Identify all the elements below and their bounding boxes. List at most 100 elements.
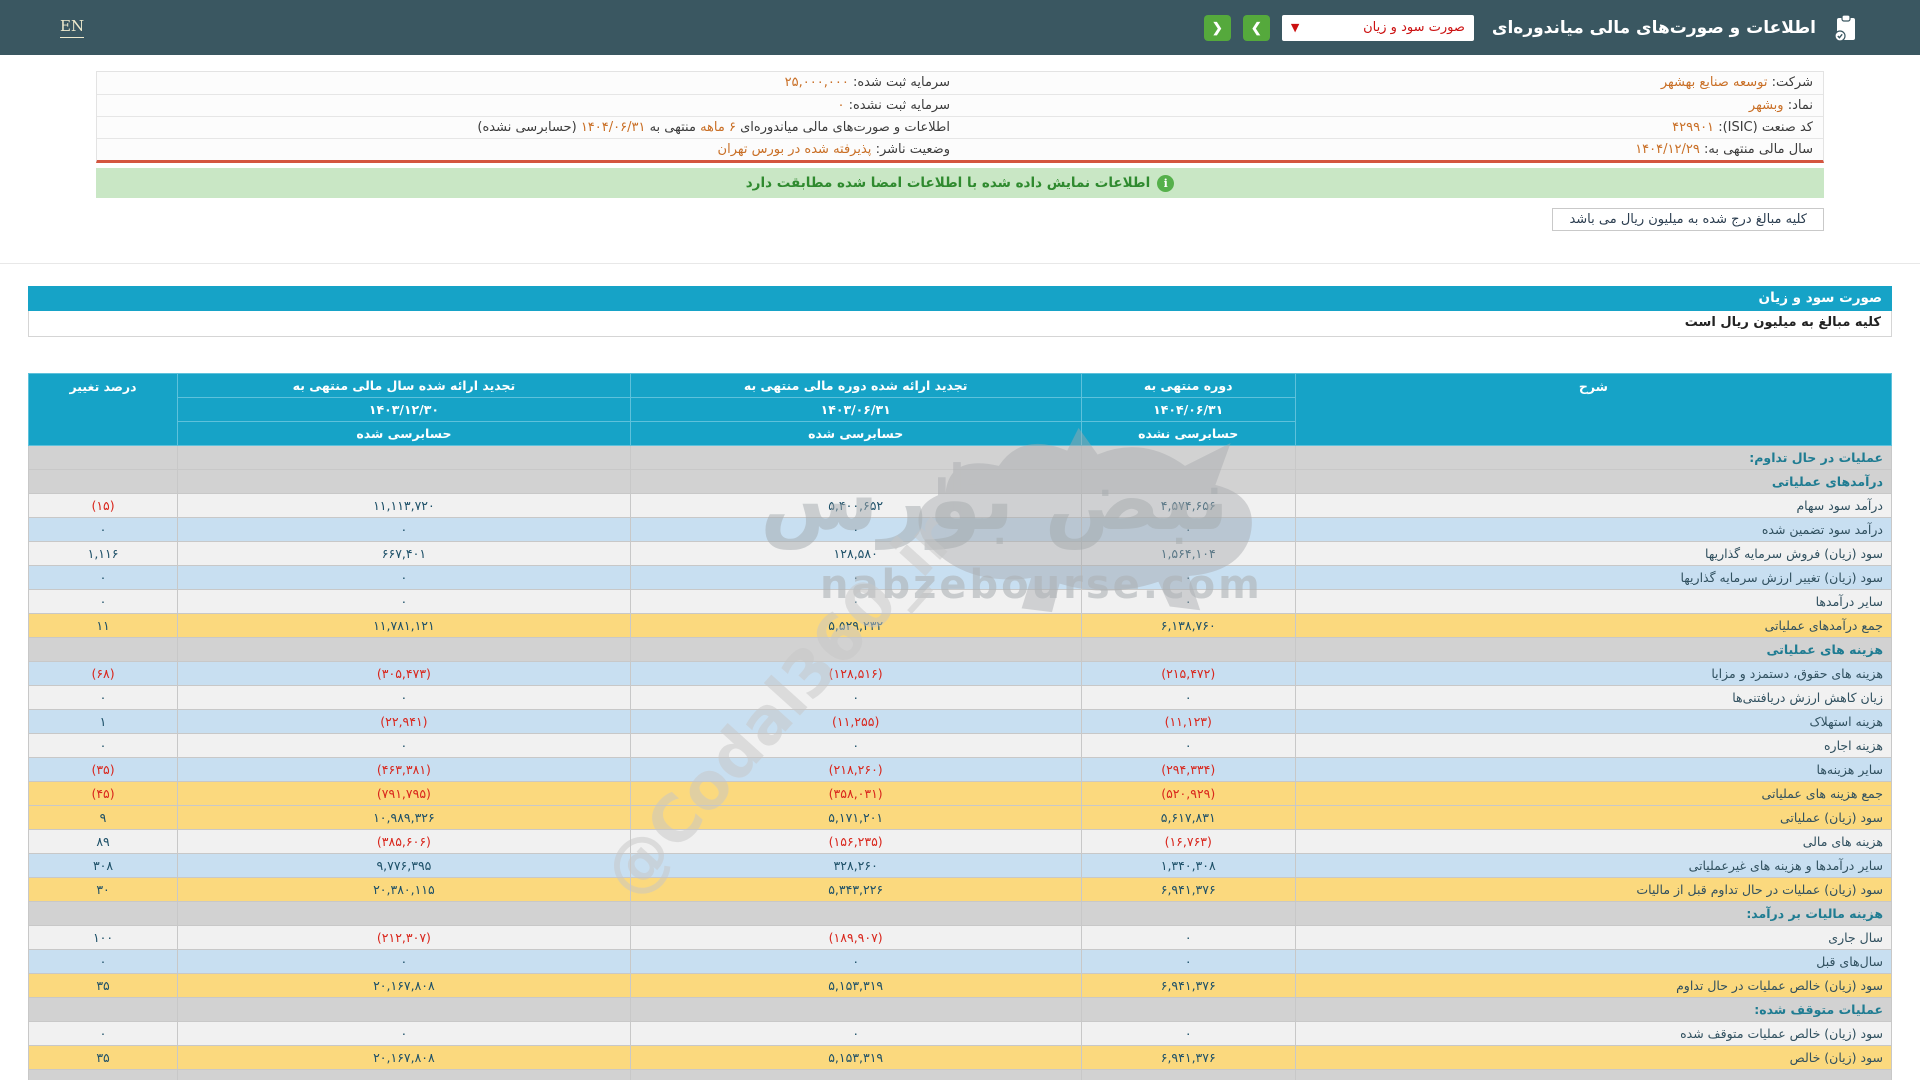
row-value: ۲۰,۳۸۰,۱۱۵: [177, 877, 631, 902]
isic-label: کد صنعت (ISIC):: [1718, 119, 1813, 135]
row-value: ۰: [629, 517, 1082, 542]
row-label: [1294, 1069, 1893, 1080]
row-value: ۰: [27, 733, 179, 758]
statement-select[interactable]: صورت سود و زیان ▼: [1281, 14, 1474, 41]
col-date-year-restated: ۱۴۰۳/۱۲/۳۰: [177, 397, 631, 422]
row-value: [27, 469, 179, 494]
info-icon: i: [1157, 174, 1175, 192]
table-row: سایر درآمدها و هزینه های غیرعملیاتی ۱,۳۴۰…: [27, 853, 1893, 878]
row-label: درآمدهای عملیاتی: [1294, 469, 1893, 494]
row-value: (۲۱۸,۲۶۰): [629, 757, 1082, 782]
row-value: (۴۵): [27, 781, 179, 806]
company-info-table: شرکت: توسعه صنایع بهشهر سرمایه ثبت شده: …: [97, 72, 1823, 160]
row-label: سود (زیان) عملیاتی: [1294, 805, 1893, 830]
fiscal-year-value: ۱۴۰۴/۱۲/۲۹: [1635, 141, 1700, 157]
col-date-period-current: ۱۴۰۴/۰۶/۳۱: [1080, 397, 1296, 422]
row-value: [629, 1069, 1082, 1080]
top-bar-right-group: اطلاعات و صورت‌های مالی میاندوره‌ای صورت…: [1203, 13, 1858, 42]
col-audit-year-restated: حسابرسی شده: [177, 421, 631, 446]
row-value: [27, 445, 179, 470]
row-label: هزینه های حقوق، دستمزد و مزایا: [1294, 661, 1893, 686]
row-value: ۰: [1080, 1021, 1296, 1046]
col-header-description: شرح: [1294, 373, 1893, 446]
row-value: ۵,۳۴۳,۲۲۶: [629, 877, 1082, 902]
issuer-status-cell: وضعیت ناشر: پذیرفته شده در بورس تهران: [97, 138, 960, 160]
row-value: ۰: [1080, 733, 1296, 758]
row-value: ۴,۵۷۴,۶۵۶: [1080, 493, 1296, 518]
col-header-percent-change: درصد تغییر: [27, 373, 179, 446]
row-value: (۳۰۵,۴۷۳): [177, 661, 631, 686]
row-value: ۰: [177, 1021, 631, 1046]
row-value: ۰: [27, 685, 179, 710]
row-value: [177, 1069, 631, 1080]
row-value: ۳۲۸,۲۶۰: [629, 853, 1082, 878]
table-row: سود (زیان) عملیات در حال تداوم قبل از ما…: [27, 877, 1893, 902]
row-label: درآمد سود تضمین شده: [1294, 517, 1893, 542]
table-row: جمع درآمدهای عملیاتی ۶,۱۳۸,۷۶۰ ۵,۵۲۹,۲۳۲ ۱۱…: [27, 613, 1893, 638]
row-label: عملیات در حال تداوم:: [1294, 445, 1893, 470]
statement-units-bar: کلیه مبالغ به میلیون ریال است: [28, 311, 1892, 337]
company-info-panel: شرکت: توسعه صنایع بهشهر سرمایه ثبت شده: …: [96, 71, 1824, 163]
table-row: سود (زیان) خالص ۶,۹۴۱,۳۷۶ ۵,۱۵۳,۳۱۹ ۲۰,۱۶۷,…: [27, 1045, 1893, 1070]
row-value: ۰: [177, 733, 631, 758]
row-value: ۳۰۸: [27, 853, 179, 878]
statement-table-head: شرح دوره منتهی به تجدید ارائه شده دوره م…: [27, 373, 1893, 446]
symbol-cell: نماد: وبشهر: [960, 94, 1823, 117]
row-label: هزینه اجاره: [1294, 733, 1893, 758]
row-value: [27, 637, 179, 662]
statement-select-value: صورت سود و زیان: [1363, 20, 1465, 35]
row-label: هزینه های عملیاتی: [1294, 637, 1893, 662]
col-header-year-restated: تجدید ارائه شده سال مالی منتهی به: [177, 373, 631, 398]
row-label: سود (زیان) عملیات در حال تداوم قبل از ما…: [1294, 877, 1893, 902]
row-value: ۵,۱۵۳,۳۱۹: [629, 1045, 1082, 1070]
row-value: [1080, 1069, 1296, 1080]
language-toggle-en[interactable]: EN: [60, 17, 85, 38]
row-value: ۰: [1080, 589, 1296, 614]
table-row: جمع هزینه های عملیاتی (۵۲۰,۹۲۹) (۳۵۸,۰۳۱)(…: [27, 781, 1893, 806]
row-value: [177, 637, 631, 662]
row-value: (۵۲۰,۹۲۹): [1080, 781, 1296, 806]
row-value: (۷۹۱,۷۹۵): [177, 781, 631, 806]
table-row: سود (زیان) فروش سرمایه گذاریها ۱,۵۶۴,۱۰۴ ۱…: [27, 541, 1893, 566]
row-value: [629, 469, 1082, 494]
row-value: [177, 445, 631, 470]
next-statement-button[interactable]: ❯: [1242, 14, 1270, 41]
row-value: ۰: [629, 589, 1082, 614]
col-date-period-restated: ۱۴۰۳/۰۶/۳۱: [629, 397, 1082, 422]
row-label: سایر درآمدها: [1294, 589, 1893, 614]
statement-title-bar: صورت سود و زیان: [28, 286, 1892, 311]
row-value: [629, 901, 1082, 926]
row-label: زیان کاهش ارزش دریافتنی‌ها: [1294, 685, 1893, 710]
row-value: ۵,۱۵۳,۳۱۹: [629, 973, 1082, 998]
col-header-period-current: دوره منتهی به: [1080, 373, 1296, 398]
row-value: ۰: [629, 565, 1082, 590]
row-label: سود (زیان) خالص: [1294, 1045, 1893, 1070]
row-value: ۵,۱۷۱,۲۰۱: [629, 805, 1082, 830]
registered-capital-label: سرمایه ثبت شده:: [852, 75, 950, 91]
section-row: هزینه مالیات بر درآمد:: [27, 901, 1893, 926]
row-value: ۶,۹۴۱,۳۷۶: [1080, 973, 1296, 998]
row-value: ۰: [177, 517, 631, 542]
row-value: ۳۰: [27, 877, 179, 902]
table-row: سود (زیان) عملیاتی ۵,۶۱۷,۸۳۱ ۵,۱۷۱,۲۰۱ ۱۰,۹…: [27, 805, 1893, 830]
prev-statement-button[interactable]: ❮: [1203, 14, 1231, 41]
row-value: ۹: [27, 805, 179, 830]
unregistered-capital-cell: سرمایه ثبت نشده: ۰: [97, 94, 960, 117]
row-value: [629, 445, 1082, 470]
row-value: [27, 1069, 179, 1080]
col-audit-period-current: حسابرسی نشده: [1080, 421, 1296, 446]
row-value: ۰: [1080, 565, 1296, 590]
row-value: ۵,۵۲۹,۲۳۲: [629, 613, 1082, 638]
table-row: سال‌های قبل ۰ ۰ ۰ ۰: [27, 949, 1893, 974]
section-row: درآمدهای عملیاتی: [27, 469, 1893, 494]
row-value: (۱۸۹,۹۰۷): [629, 925, 1082, 950]
company-value: توسعه صنایع بهشهر: [1660, 75, 1768, 91]
row-label: سایر هزینه‌ها: [1294, 757, 1893, 782]
row-value: (۲۱۲,۳۰۷): [177, 925, 631, 950]
fiscal-year-cell: سال مالی منتهی به: ۱۴۰۴/۱۲/۲۹: [960, 138, 1823, 160]
row-value: ۰: [1080, 949, 1296, 974]
report-period-months: ۶ ماهه: [700, 119, 736, 135]
row-value: [177, 997, 631, 1022]
row-value: [1080, 637, 1296, 662]
row-value: (۳۸۵,۶۰۶): [177, 829, 631, 854]
